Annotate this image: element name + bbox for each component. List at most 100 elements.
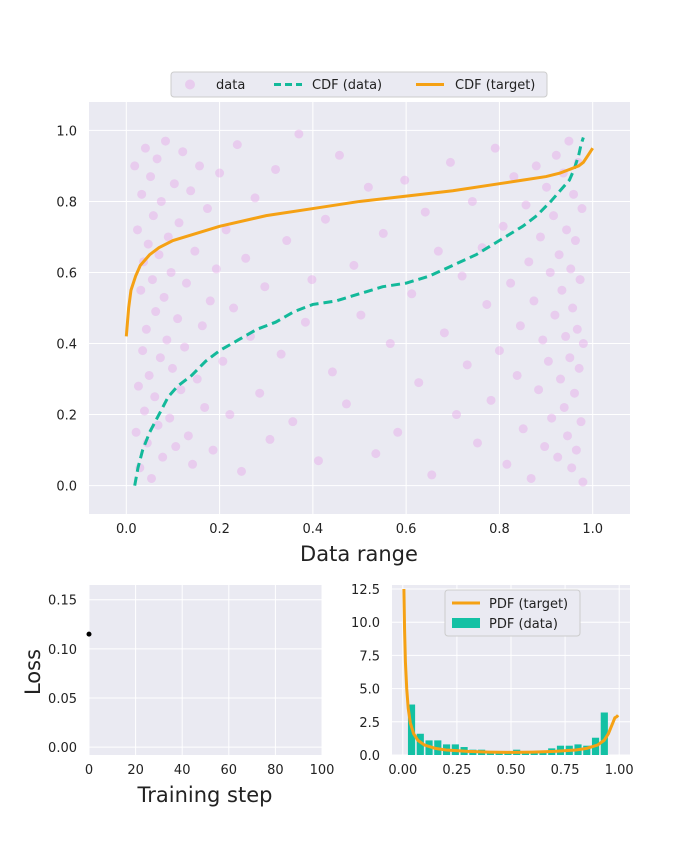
scatter-point — [576, 417, 586, 427]
scatter-point — [282, 236, 292, 246]
scatter-point — [155, 353, 165, 363]
scatter-point — [570, 236, 580, 246]
pdf-x-tick-label: 1.00 — [605, 763, 634, 778]
main-plot-area — [89, 102, 630, 514]
scatter-point — [180, 342, 190, 352]
scatter-point — [148, 211, 158, 221]
scatter-point — [445, 157, 455, 167]
main-x-tick-label: 1.0 — [582, 522, 603, 537]
loss-plot-area — [89, 585, 322, 755]
scatter-point — [518, 424, 528, 434]
loss-y-tick-label: 0.10 — [48, 643, 77, 658]
scatter-point — [188, 459, 198, 469]
scatter-point — [557, 285, 567, 295]
scatter-point — [467, 196, 477, 206]
pdf-y-tick-label: 0.0 — [359, 749, 380, 764]
scatter-point — [545, 267, 555, 277]
loss-point — [86, 631, 92, 637]
scatter-point — [131, 427, 141, 437]
scatter-point — [341, 399, 351, 409]
scatter-point — [178, 147, 188, 157]
scatter-point — [288, 417, 298, 427]
scatter-point — [414, 378, 424, 388]
scatter-point — [307, 275, 317, 285]
scatter-point — [506, 278, 516, 288]
scatter-point — [255, 388, 265, 398]
scatter-point — [563, 431, 573, 441]
scatter-point — [205, 296, 215, 306]
loss-grid — [88, 585, 323, 755]
scatter-point — [136, 285, 146, 295]
main-y-tick-label: 0.4 — [56, 338, 77, 353]
scatter-point — [133, 381, 143, 391]
scatter-point — [393, 427, 403, 437]
scatter-point — [534, 385, 544, 395]
scatter-point — [260, 282, 270, 292]
scatter-point — [140, 406, 149, 416]
scatter-point — [300, 317, 310, 327]
scatter-point — [165, 413, 175, 423]
main-y-tick-label: 0.0 — [56, 480, 77, 495]
pdf-bar — [600, 712, 608, 755]
cdf-lines — [124, 137, 594, 486]
scatter-point — [215, 168, 225, 178]
scatter-point — [143, 239, 153, 249]
scatter-point — [271, 164, 281, 174]
scatter-point — [137, 189, 147, 199]
scatter-point — [294, 129, 304, 139]
scatter-point — [276, 349, 286, 359]
scatter-point — [457, 271, 467, 281]
pdf-legend: PDF (target) PDF (data) — [444, 589, 581, 637]
scatter-point — [407, 289, 417, 299]
loss-x-tick-labels: 0 20 40 60 80 100 — [85, 763, 335, 778]
scatter-point — [154, 250, 164, 260]
scatter-point — [159, 292, 169, 302]
scatter-point — [509, 172, 519, 182]
scatter-point — [356, 310, 366, 320]
loss-y-tick-labels: 0.00 0.05 0.10 0.15 — [48, 594, 77, 756]
pdf-x-tick-label: 0.50 — [497, 763, 526, 778]
cdf-scatter-panel: 0.0 0.2 0.4 0.6 0.8 1.0 0.0 0.2 0.4 0.6 0.8 1.0 Da… — [56, 71, 630, 566]
scatter-point — [208, 445, 218, 455]
scatter-point — [538, 335, 548, 345]
main-x-axis-label: Data range — [300, 542, 418, 566]
scatter-point — [320, 214, 330, 224]
scatter-point — [146, 172, 156, 182]
scatter-point — [237, 466, 247, 476]
scatter-point — [559, 402, 569, 412]
main-y-tick-label: 0.8 — [56, 195, 77, 210]
scatter-point — [153, 420, 163, 430]
scatter-point — [551, 150, 561, 160]
scatter-point — [452, 410, 462, 420]
scatter-point — [543, 356, 553, 366]
scatter-point — [171, 442, 181, 452]
scatter-point — [250, 193, 260, 203]
loss-x-tick-label: 40 — [174, 763, 191, 778]
scatter-point — [378, 228, 388, 238]
scatter-point — [542, 182, 552, 192]
scatter-point — [433, 246, 443, 256]
main-y-tick-label: 0.6 — [56, 266, 77, 281]
scatter-point — [181, 278, 191, 288]
legend-data-marker — [185, 79, 195, 90]
scatter-point — [200, 402, 210, 412]
pdf-y-tick-label: 10.0 — [351, 616, 380, 631]
scatter-point — [133, 225, 142, 235]
scatter-point — [549, 211, 559, 221]
pdf-y-tick-label: 2.5 — [359, 716, 380, 731]
scatter-point — [265, 434, 275, 444]
scatter-point — [162, 335, 172, 345]
scatter-point — [163, 232, 173, 242]
scatter-point — [482, 299, 492, 309]
main-legend: data CDF (data) CDF (target) — [170, 71, 548, 98]
scatter-point — [313, 456, 323, 466]
scatter-point — [427, 470, 437, 480]
legend-data-label: data — [216, 78, 245, 93]
pdf-bar — [416, 733, 424, 755]
scatter-point — [568, 303, 578, 313]
scatter-point — [498, 221, 508, 231]
scatter-point — [524, 257, 534, 267]
main-y-tick-labels: 0.0 0.2 0.4 0.6 0.8 1.0 — [56, 124, 77, 494]
scatter-point — [571, 445, 581, 455]
scatter-point — [140, 143, 150, 153]
